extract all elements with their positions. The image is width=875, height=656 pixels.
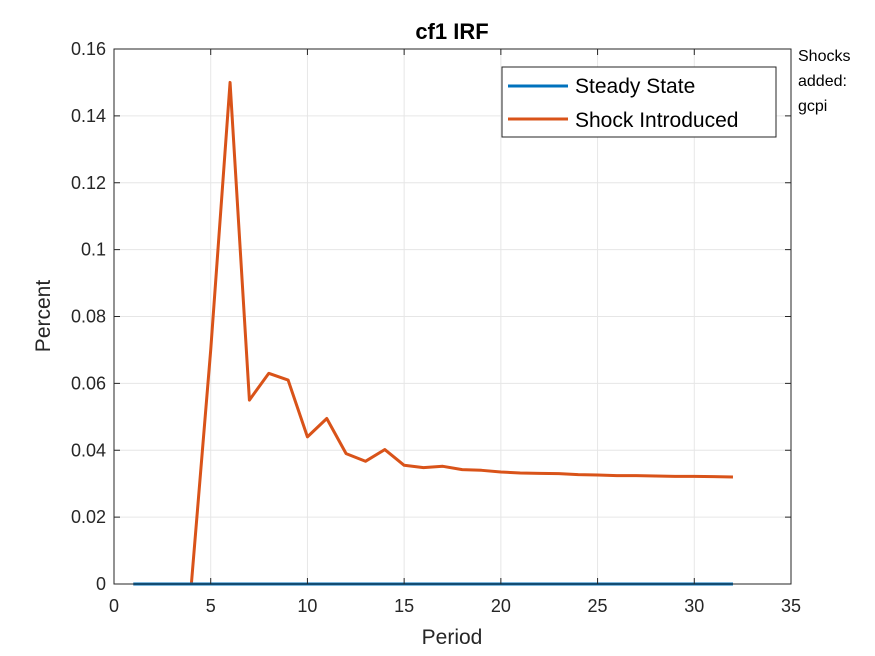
y-axis-label: Percent	[32, 280, 55, 353]
legend: Steady State Shock Introduced	[501, 66, 777, 138]
x-tick-label: 20	[491, 596, 511, 616]
annotation-line-1: Shocks	[798, 48, 850, 65]
x-tick-label: 35	[781, 596, 801, 616]
x-tick-label: 15	[394, 596, 414, 616]
axis-ticks	[113, 48, 792, 585]
y-tick-label: 0.1	[81, 240, 106, 260]
y-tick-label: 0.16	[71, 39, 106, 59]
y-tick-label: 0.14	[71, 106, 106, 126]
x-tick-label: 30	[684, 596, 704, 616]
chart-title: cf1 IRF	[415, 19, 488, 44]
y-tick-label: 0.04	[71, 440, 106, 460]
x-tick-label: 0	[109, 596, 119, 616]
y-tick-labels: 0 0.02 0.04 0.06 0.08 0.1 0.12 0.14 0.16	[71, 39, 106, 594]
y-tick-label: 0.06	[71, 373, 106, 393]
y-tick-label: 0.08	[71, 307, 106, 327]
legend-label-steady-state: Steady State	[575, 75, 695, 98]
x-tick-label: 25	[588, 596, 608, 616]
y-tick-label: 0.12	[71, 173, 106, 193]
y-tick-label: 0	[96, 574, 106, 594]
shocks-annotation: Shocks added: gcpi	[798, 48, 850, 115]
x-tick-labels: 0 5 10 15 20 25 30 35	[109, 596, 801, 616]
series-line-shock-introduced	[133, 80, 733, 586]
annotation-line-2: added:	[798, 73, 847, 90]
annotation-line-3: gcpi	[798, 98, 827, 115]
x-tick-label: 10	[297, 596, 317, 616]
x-axis-label: Period	[422, 626, 483, 649]
y-tick-label: 0.02	[71, 507, 106, 527]
legend-label-shock-introduced: Shock Introduced	[575, 109, 738, 132]
x-tick-label: 5	[206, 596, 216, 616]
legend-box	[501, 66, 777, 138]
